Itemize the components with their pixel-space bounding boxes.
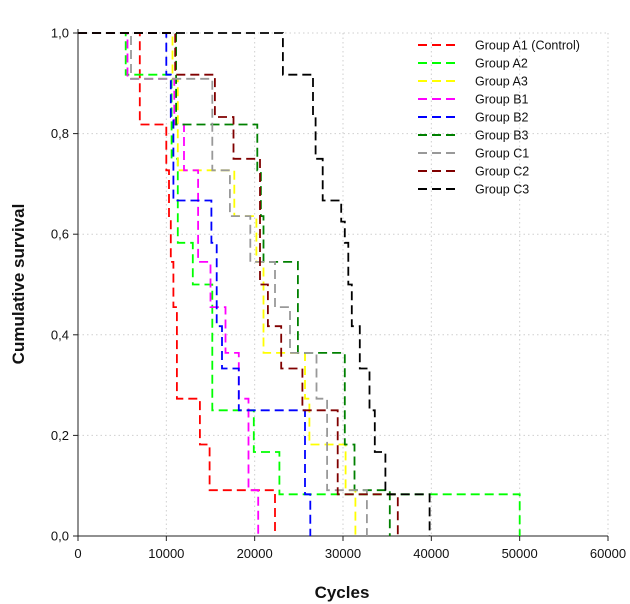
series-line-group-a1-control — [78, 32, 276, 536]
x-axis-label: Cycles — [315, 583, 370, 602]
y-tick-label: 0,8 — [51, 126, 69, 141]
legend-label-group-b1: Group B1 — [475, 93, 529, 107]
grid — [77, 32, 609, 537]
series-line-group-c2 — [78, 32, 399, 536]
y-tick-label: 1,0 — [51, 26, 69, 41]
x-tick-label: 60000 — [590, 546, 626, 561]
y-axis-label: Cumulative survival — [9, 204, 28, 365]
x-tick-label: 40000 — [413, 546, 449, 561]
series-line-group-a2 — [78, 32, 521, 536]
y-tick-label: 0,0 — [51, 529, 69, 544]
series-lines — [78, 32, 521, 536]
x-tick-label: 30000 — [325, 546, 361, 561]
legend-label-group-c1: Group C1 — [475, 147, 529, 161]
legend-label-group-b2: Group B2 — [475, 111, 529, 125]
y-tick-label: 0,6 — [51, 227, 69, 242]
legend-label-group-c3: Group C3 — [475, 183, 529, 197]
x-tick-label: 50000 — [502, 546, 538, 561]
legend-label-group-a1-control: Group A1 (Control) — [475, 39, 580, 53]
x-tick-label: 0 — [74, 546, 81, 561]
legend-label-group-a3: Group A3 — [475, 75, 528, 89]
y-tick-label: 0,4 — [51, 327, 69, 342]
legend: Group A1 (Control) Group A2 Group A3 Group … — [418, 39, 580, 197]
x-tick-label: 10000 — [148, 546, 184, 561]
series-line-group-c1 — [78, 32, 368, 536]
legend-label-group-a2: Group A2 — [475, 57, 528, 71]
x-tick-label: 20000 — [237, 546, 273, 561]
y-tick-label: 0,2 — [51, 428, 69, 443]
series-line-group-c3 — [78, 32, 431, 536]
legend-label-group-b3: Group B3 — [475, 129, 529, 143]
legend-label-group-c2: Group C2 — [475, 165, 529, 179]
series-line-group-b2 — [78, 32, 312, 536]
series-line-group-b1 — [78, 32, 260, 536]
